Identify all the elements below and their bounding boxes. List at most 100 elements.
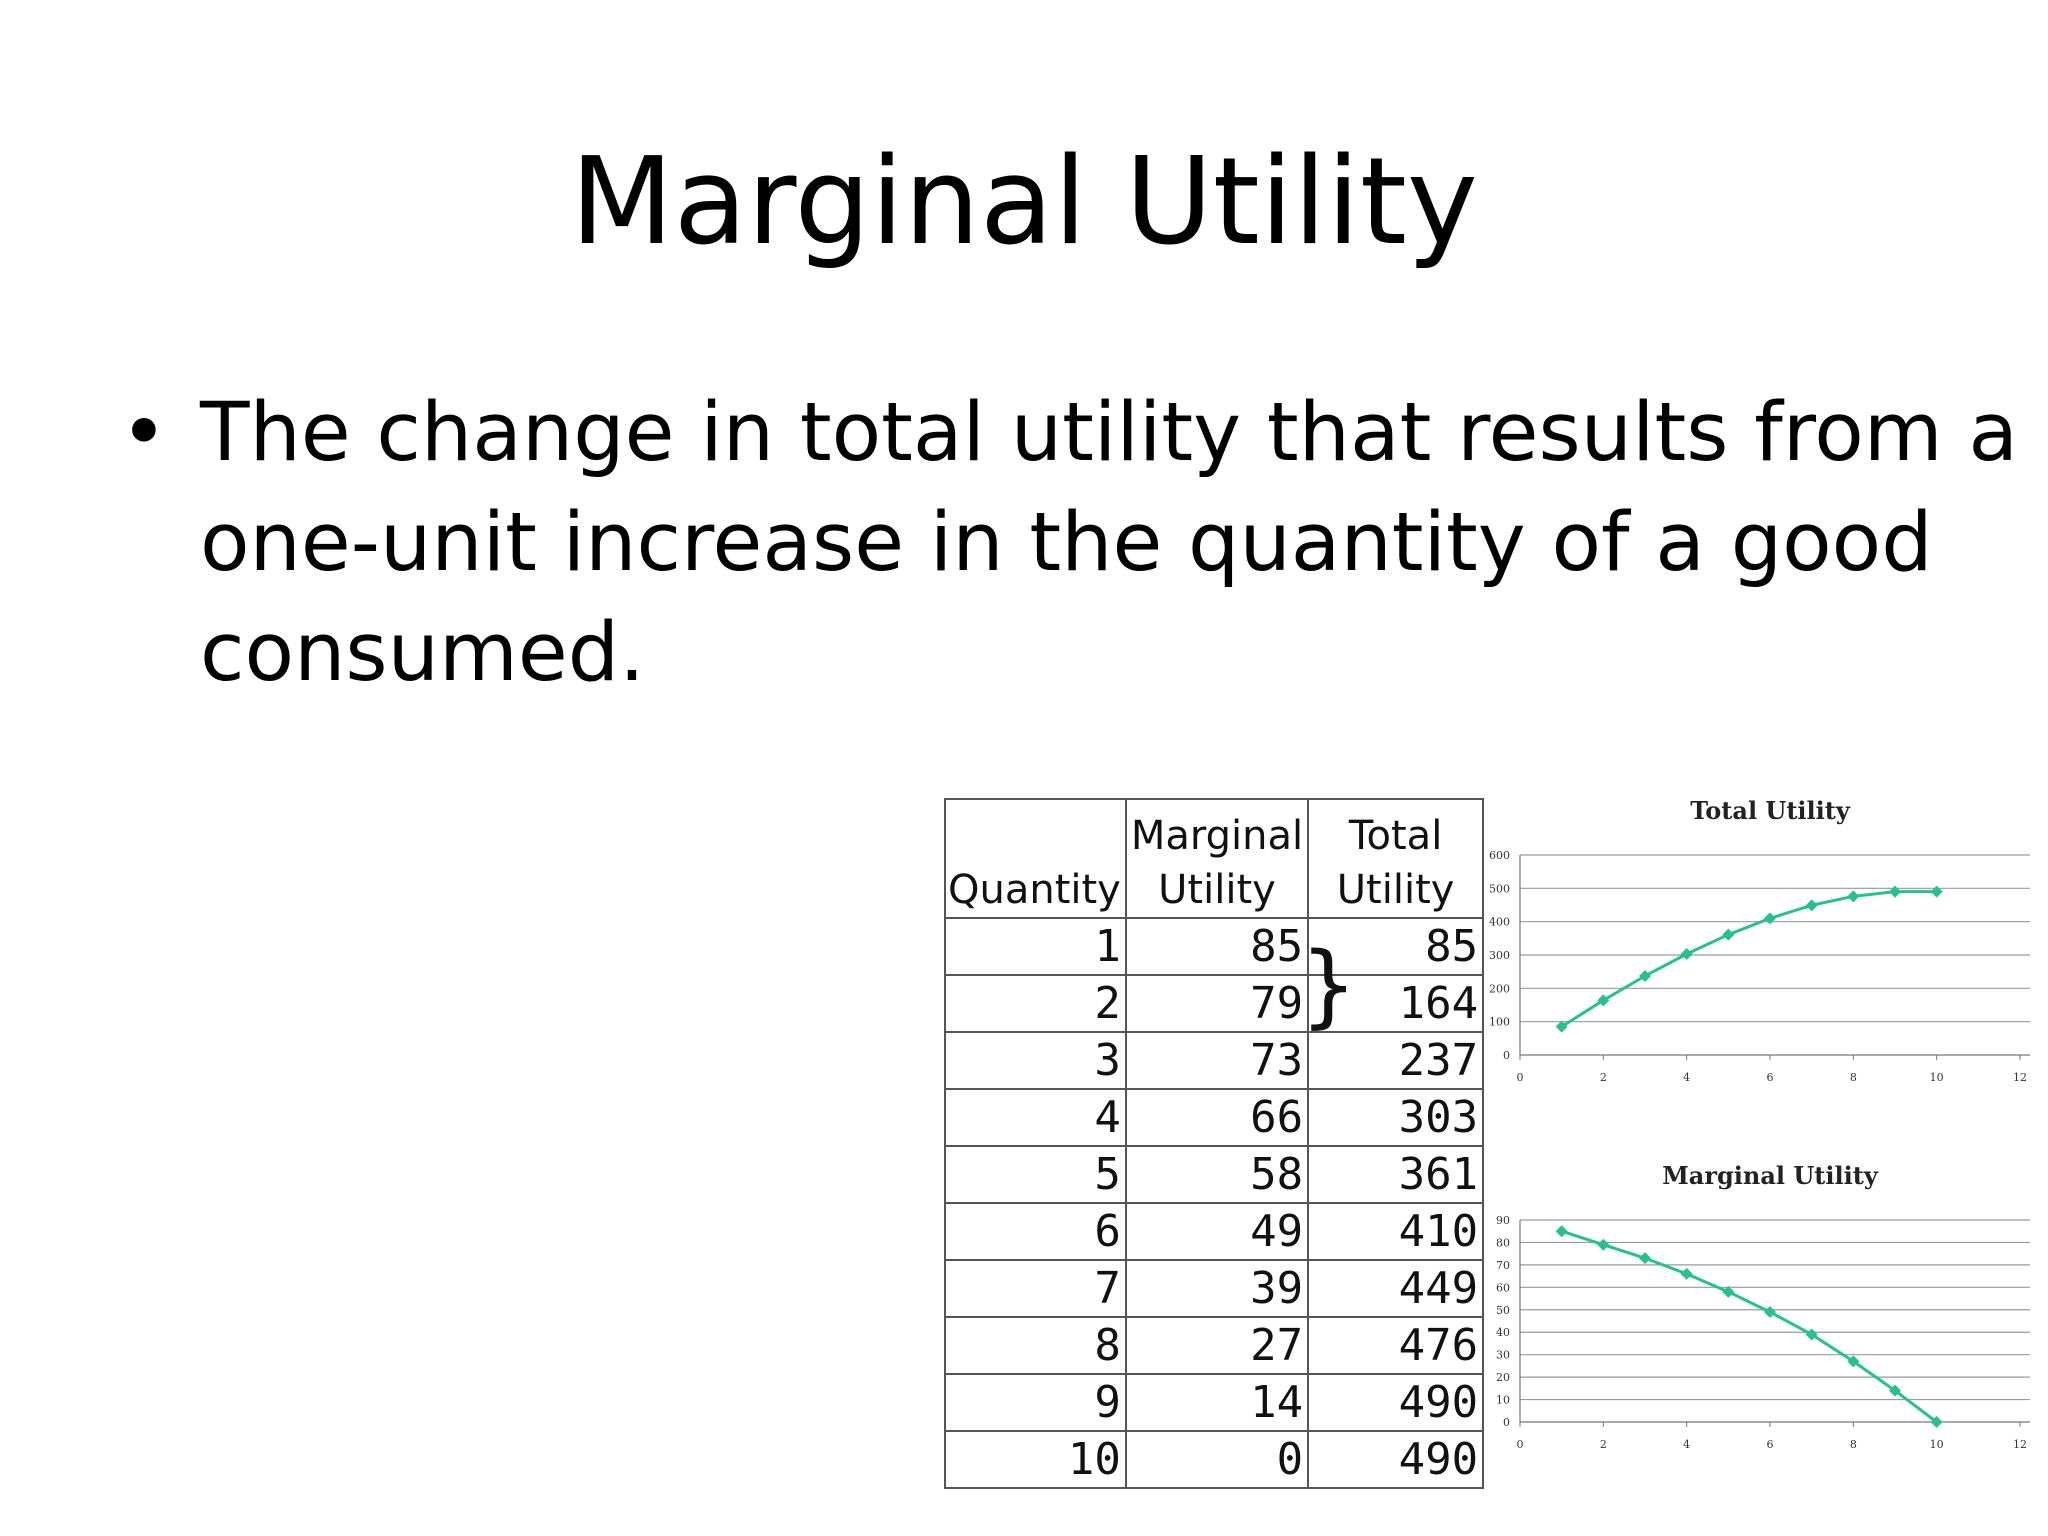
series-line <box>1560 890 1937 1028</box>
cell-quantity: 8 <box>944 1316 1127 1375</box>
cell-total-utility: 410 <box>1307 1202 1485 1261</box>
data-point <box>1555 1225 1568 1238</box>
cell-total-utility: 490 <box>1307 1373 1485 1432</box>
data-point <box>1639 970 1651 982</box>
cell-total-utility: 237 <box>1307 1031 1485 1090</box>
y-tick-label: 200 <box>1489 982 1510 995</box>
cell-marginal-utility: 14 <box>1124 1373 1310 1432</box>
table-row: 4 66 303 <box>944 1088 1485 1147</box>
y-tick-label: 40 <box>1496 1326 1510 1339</box>
data-point <box>1764 1306 1776 1319</box>
x-tick-label: 6 <box>1767 1438 1774 1451</box>
cell-quantity: 10 <box>944 1430 1127 1489</box>
cell-quantity: 1 <box>944 917 1127 976</box>
data-point <box>1930 885 1943 898</box>
cell-total-utility: 490 <box>1307 1430 1485 1489</box>
data-point <box>1805 1328 1818 1341</box>
x-tick-label: 12 <box>2013 1438 2027 1451</box>
y-tick-label: 60 <box>1496 1281 1510 1294</box>
data-point <box>1597 1238 1610 1251</box>
table-row: 2 79 164 <box>944 974 1485 1033</box>
cell-total-utility: 164 <box>1307 974 1485 1033</box>
bullet-line: The change in total utility that results… <box>200 386 2019 480</box>
table-row: 9 14 490 <box>944 1373 1485 1432</box>
cell-total-utility: 85 <box>1307 917 1485 976</box>
x-tick-label: 10 <box>1930 1438 1944 1451</box>
x-tick-label: 2 <box>1600 1071 1607 1084</box>
data-point <box>1597 994 1610 1007</box>
cell-marginal-utility: 73 <box>1124 1031 1310 1090</box>
cell-quantity: 3 <box>944 1031 1127 1090</box>
y-tick-label: 20 <box>1496 1371 1510 1384</box>
y-tick-label: 400 <box>1489 916 1510 929</box>
cell-marginal-utility: 49 <box>1124 1202 1310 1261</box>
data-point <box>1639 1252 1651 1265</box>
table-row: 7 39 449 <box>944 1259 1485 1318</box>
cell-quantity: 5 <box>944 1145 1127 1204</box>
y-tick-label: 600 <box>1489 849 1510 862</box>
marginal-utility-chart: Marginal Utility 0 10 20 30 40 50 60 70 80 90 0 2 4 6 8… <box>1496 1161 2030 1451</box>
data-point <box>1847 890 1860 903</box>
bullet-line: one-unit increase in the quantity of a g… <box>200 496 1933 590</box>
y-tick-label: 30 <box>1496 1349 1510 1362</box>
cell-marginal-utility: 27 <box>1124 1316 1310 1375</box>
y-tick-label: 500 <box>1489 882 1510 895</box>
y-tick-label: 50 <box>1496 1304 1510 1317</box>
bracket-annotation: } <box>1300 933 1358 1038</box>
x-tick-label: 4 <box>1683 1438 1690 1451</box>
cell-quantity: 2 <box>944 974 1127 1033</box>
x-tick-label: 2 <box>1600 1438 1607 1451</box>
table-row: 1 85 85 <box>944 917 1485 976</box>
header-quantity: Quantity <box>944 798 1127 919</box>
cell-quantity: 4 <box>944 1088 1127 1147</box>
cell-quantity: 9 <box>944 1373 1127 1432</box>
table-row: 8 27 476 <box>944 1316 1485 1375</box>
x-tick-label: 8 <box>1850 1438 1857 1451</box>
y-tick-label: 100 <box>1489 1016 1510 1029</box>
y-tick-label: 0 <box>1503 1416 1510 1429</box>
table-row: 3 73 237 <box>944 1031 1485 1090</box>
cell-quantity: 7 <box>944 1259 1127 1318</box>
x-tick-label: 10 <box>1930 1071 1944 1084</box>
data-point <box>1847 1355 1860 1368</box>
data-point <box>1805 899 1818 912</box>
cell-marginal-utility: 85 <box>1124 917 1310 976</box>
y-tick-label: 10 <box>1496 1394 1510 1407</box>
bullet-line: consumed. <box>200 606 645 700</box>
x-tick-label: 6 <box>1767 1071 1774 1084</box>
slide-title: Marginal Utility <box>570 133 1478 272</box>
x-tick-label: 0 <box>1517 1438 1524 1451</box>
cell-marginal-utility: 66 <box>1124 1088 1310 1147</box>
cell-marginal-utility: 39 <box>1124 1259 1310 1318</box>
cell-quantity: 6 <box>944 1202 1127 1261</box>
x-tick-label: 4 <box>1683 1071 1690 1084</box>
data-point <box>1722 928 1735 941</box>
y-tick-label: 70 <box>1496 1259 1510 1272</box>
data-point <box>1555 1020 1568 1033</box>
chart-title: Total Utility <box>1690 796 1851 825</box>
cell-total-utility: 303 <box>1307 1088 1485 1147</box>
header-marginal-utility: Marginal Utility <box>1124 798 1310 919</box>
table-body: 1 85 85 2 79 164 3 73 237 4 66 303 5 58 361 6 49 410 7 39 44… <box>944 917 1485 1489</box>
table-row: 6 49 410 <box>944 1202 1485 1261</box>
y-tick-label: 0 <box>1503 1049 1510 1062</box>
y-tick-label: 90 <box>1496 1214 1510 1227</box>
x-tick-label: 8 <box>1850 1071 1857 1084</box>
total-utility-chart: Total Utility 0 100 200 300 400 500 600 0 2 4 6 8 10 1… <box>1489 796 2030 1084</box>
data-point <box>1930 1416 1943 1428</box>
data-point <box>1889 1384 1901 1397</box>
chart-title: Marginal Utility <box>1662 1161 1879 1190</box>
cell-marginal-utility: 0 <box>1124 1430 1310 1489</box>
series-line <box>1561 1229 1938 1424</box>
x-tick-label: 0 <box>1517 1071 1524 1084</box>
bullet-dot: • <box>120 386 168 480</box>
cell-total-utility: 449 <box>1307 1259 1485 1318</box>
cell-total-utility: 361 <box>1307 1145 1485 1204</box>
y-tick-label: 80 <box>1496 1236 1510 1249</box>
bullet-text: The change in total utility that results… <box>200 378 2019 708</box>
table-row: 10 0 490 <box>944 1430 1485 1489</box>
table-row: 5 58 361 <box>944 1145 1485 1204</box>
cell-marginal-utility: 79 <box>1124 974 1310 1033</box>
